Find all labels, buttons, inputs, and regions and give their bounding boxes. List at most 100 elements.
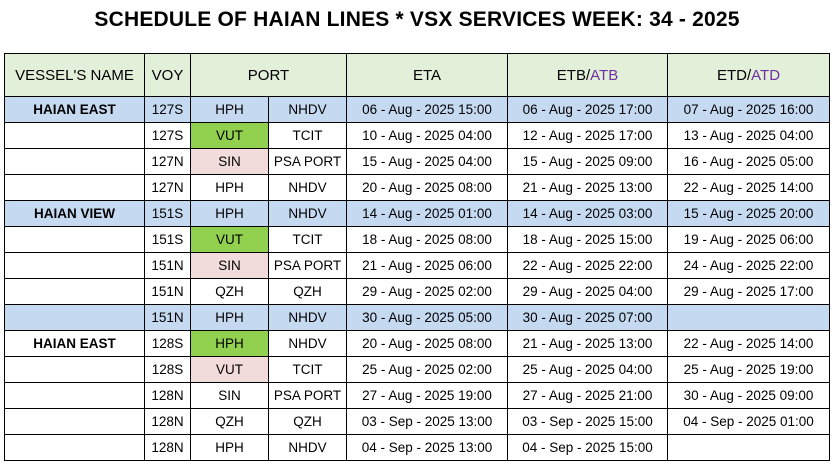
vessel-name-cell (4, 304, 145, 331)
page-title: SCHEDULE OF HAIAN LINES * VSX SERVICES W… (94, 8, 740, 31)
port-cell: HPH (190, 96, 269, 123)
port-cell: QZH (190, 278, 269, 305)
header-etd: ETD/ATD (667, 53, 830, 97)
etb-cell: 21 - Aug - 2025 13:00 (507, 174, 668, 201)
eta-cell: 21 - Aug - 2025 06:00 (346, 252, 508, 279)
port-cell: SIN (190, 148, 269, 175)
terminal-cell: NHDV (268, 200, 347, 227)
voy-cell: 128S (144, 330, 191, 357)
vessel-name-cell: HAIAN VIEW (4, 200, 145, 227)
table-row: 128S VUT TCIT 25 - Aug - 2025 02:00 25 -… (4, 356, 830, 383)
voy-cell: 151N (144, 278, 191, 305)
eta-cell: 20 - Aug - 2025 08:00 (346, 330, 508, 357)
etb-cell: 18 - Aug - 2025 15:00 (507, 226, 668, 253)
table-row: HAIAN VIEW 151S HPH NHDV 14 - Aug - 2025… (4, 200, 830, 227)
vessel-name-cell: HAIAN EAST (4, 96, 145, 123)
vessel-name-cell (4, 434, 145, 461)
table-row: HAIAN EAST 127S HPH NHDV 06 - Aug - 2025… (4, 96, 830, 123)
vessel-name-cell (4, 174, 145, 201)
etd-cell: 24 - Aug - 2025 22:00 (667, 252, 830, 279)
voy-cell: 128N (144, 434, 191, 461)
vessel-name-cell (4, 356, 145, 383)
port-cell: VUT (190, 356, 269, 383)
etd-cell: 13 - Aug - 2025 04:00 (667, 122, 830, 149)
vessel-name-cell (4, 252, 145, 279)
port-cell: HPH (190, 174, 269, 201)
terminal-cell: QZH (268, 408, 347, 435)
etb-cell: 12 - Aug - 2025 17:00 (507, 122, 668, 149)
terminal-cell: TCIT (268, 226, 347, 253)
header-eta: ETA (346, 53, 508, 97)
voy-cell: 151N (144, 252, 191, 279)
etb-cell: 04 - Sep - 2025 15:00 (507, 434, 668, 461)
etd-cell: 22 - Aug - 2025 14:00 (667, 330, 830, 357)
table-row: 128N HPH NHDV 04 - Sep - 2025 13:00 04 -… (4, 434, 830, 461)
header-atd-label: ATD (751, 66, 781, 84)
terminal-cell: NHDV (268, 434, 347, 461)
voy-cell: 151S (144, 200, 191, 227)
header-voy: VOY (144, 53, 191, 97)
etd-cell: 07 - Aug - 2025 16:00 (667, 96, 830, 123)
eta-cell: 15 - Aug - 2025 04:00 (346, 148, 508, 175)
eta-cell: 06 - Aug - 2025 15:00 (346, 96, 508, 123)
voy-cell: 127N (144, 174, 191, 201)
etb-cell: 30 - Aug - 2025 07:00 (507, 304, 668, 331)
header-atb-label: ATB (590, 66, 619, 84)
table-row: 128N QZH QZH 03 - Sep - 2025 13:00 03 - … (4, 408, 830, 435)
terminal-cell: PSA PORT (268, 148, 347, 175)
etb-cell: 06 - Aug - 2025 17:00 (507, 96, 668, 123)
schedule-table: VESSEL'S NAME VOY PORT ETA ETB/ATB ETD/A… (4, 53, 830, 461)
etb-cell: 27 - Aug - 2025 21:00 (507, 382, 668, 409)
vessel-name-cell (4, 408, 145, 435)
etb-cell: 14 - Aug - 2025 03:00 (507, 200, 668, 227)
etb-cell: 22 - Aug - 2025 22:00 (507, 252, 668, 279)
eta-cell: 03 - Sep - 2025 13:00 (346, 408, 508, 435)
voy-cell: 128N (144, 382, 191, 409)
voy-cell: 127N (144, 148, 191, 175)
table-row: 127N HPH NHDV 20 - Aug - 2025 08:00 21 -… (4, 174, 830, 201)
terminal-cell: NHDV (268, 174, 347, 201)
eta-cell: 29 - Aug - 2025 02:00 (346, 278, 508, 305)
etd-cell (667, 304, 830, 331)
port-cell: QZH (190, 408, 269, 435)
header-vessel-name: VESSEL'S NAME (4, 53, 145, 97)
terminal-cell: TCIT (268, 356, 347, 383)
etd-cell: 22 - Aug - 2025 14:00 (667, 174, 830, 201)
terminal-cell: QZH (268, 278, 347, 305)
header-row: VESSEL'S NAME VOY PORT ETA ETB/ATB ETD/A… (4, 53, 830, 97)
etd-cell (667, 434, 830, 461)
table-row: 127S VUT TCIT 10 - Aug - 2025 04:00 12 -… (4, 122, 830, 149)
table-row: 151N QZH QZH 29 - Aug - 2025 02:00 29 - … (4, 278, 830, 305)
eta-cell: 25 - Aug - 2025 02:00 (346, 356, 508, 383)
vessel-name-cell (4, 278, 145, 305)
etd-cell: 29 - Aug - 2025 17:00 (667, 278, 830, 305)
voy-cell: 128S (144, 356, 191, 383)
voy-cell: 151N (144, 304, 191, 331)
etb-cell: 21 - Aug - 2025 13:00 (507, 330, 668, 357)
table-row: 151S VUT TCIT 18 - Aug - 2025 08:00 18 -… (4, 226, 830, 253)
table-row: 151N HPH NHDV 30 - Aug - 2025 05:00 30 -… (4, 304, 830, 331)
terminal-cell: NHDV (268, 96, 347, 123)
port-cell: SIN (190, 382, 269, 409)
header-etb-label: ETB/ (556, 66, 591, 84)
terminal-cell: PSA PORT (268, 382, 347, 409)
etd-cell: 30 - Aug - 2025 09:00 (667, 382, 830, 409)
eta-cell: 04 - Sep - 2025 13:00 (346, 434, 508, 461)
table-row: 127N SIN PSA PORT 15 - Aug - 2025 04:00 … (4, 148, 830, 175)
voy-cell: 127S (144, 122, 191, 149)
header-etb: ETB/ATB (507, 53, 668, 97)
header-port: PORT (190, 53, 347, 97)
eta-cell: 10 - Aug - 2025 04:00 (346, 122, 508, 149)
voy-cell: 128N (144, 408, 191, 435)
etb-cell: 25 - Aug - 2025 04:00 (507, 356, 668, 383)
terminal-cell: NHDV (268, 330, 347, 357)
vessel-name-cell: HAIAN EAST (4, 330, 145, 357)
voy-cell: 151S (144, 226, 191, 253)
etb-cell: 29 - Aug - 2025 04:00 (507, 278, 668, 305)
header-etd-label: ETD/ (716, 66, 752, 84)
voy-cell: 127S (144, 96, 191, 123)
etb-cell: 15 - Aug - 2025 09:00 (507, 148, 668, 175)
vessel-name-cell (4, 122, 145, 149)
port-cell: VUT (190, 122, 269, 149)
eta-cell: 20 - Aug - 2025 08:00 (346, 174, 508, 201)
